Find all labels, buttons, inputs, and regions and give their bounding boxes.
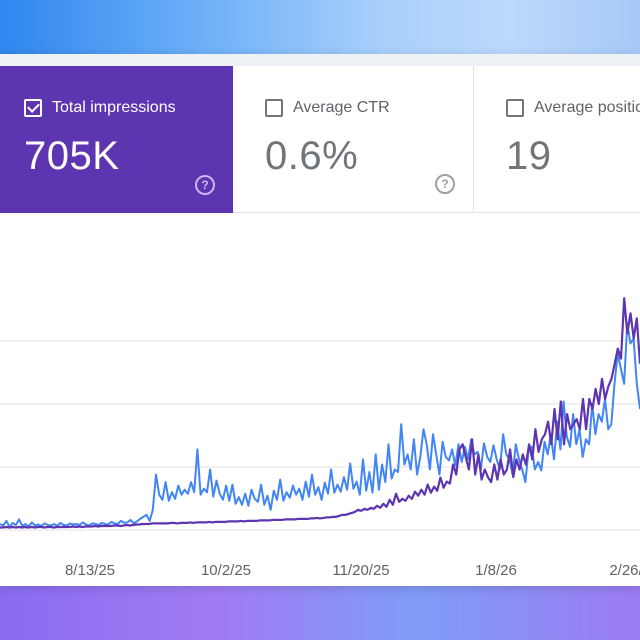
metric-label: Average CTR <box>293 99 390 116</box>
chart-series <box>0 297 640 529</box>
metric-value: 19 <box>506 134 552 178</box>
series-line-1 <box>0 297 640 529</box>
help-icon[interactable]: ? <box>435 174 455 194</box>
help-icon[interactable]: ? <box>195 175 215 195</box>
performance-line-chart: 8/13/25 10/2/25 11/20/25 1/8/26 2/26/ <box>0 297 640 579</box>
x-tick-label: 2/26/ <box>609 562 640 579</box>
x-tick-label: 8/13/25 <box>65 562 115 579</box>
checkbox-unchecked-icon[interactable] <box>265 99 283 117</box>
card-top-strip <box>0 54 640 66</box>
metric-header: Average CTR <box>265 99 390 117</box>
metric-total-impressions[interactable]: Total impressions 705K ? <box>0 66 233 213</box>
x-tick-label: 1/8/26 <box>475 562 517 579</box>
checkbox-unchecked-icon[interactable] <box>506 99 524 117</box>
chart-grid <box>0 340 640 531</box>
metric-value: 0.6% <box>265 134 359 178</box>
metric-header: Average position <box>506 99 640 117</box>
metric-value: 705K <box>24 134 120 178</box>
metric-header: Total impressions <box>24 99 176 117</box>
x-axis-labels: 8/13/25 10/2/25 11/20/25 1/8/26 2/26/ <box>65 562 640 579</box>
series-line-0 <box>0 322 640 528</box>
metric-average-position[interactable]: Average position 19 <box>474 66 640 213</box>
x-tick-label: 10/2/25 <box>201 562 251 579</box>
performance-card: Total impressions 705K ? Average CTR 0.6… <box>0 54 640 586</box>
x-tick-label: 11/20/25 <box>332 562 389 579</box>
metric-label: Total impressions <box>52 99 176 116</box>
background-band <box>0 586 640 640</box>
checkbox-checked-icon[interactable] <box>24 99 42 117</box>
metric-label: Average position <box>534 99 640 116</box>
metric-average-ctr[interactable]: Average CTR 0.6% ? <box>233 66 474 213</box>
